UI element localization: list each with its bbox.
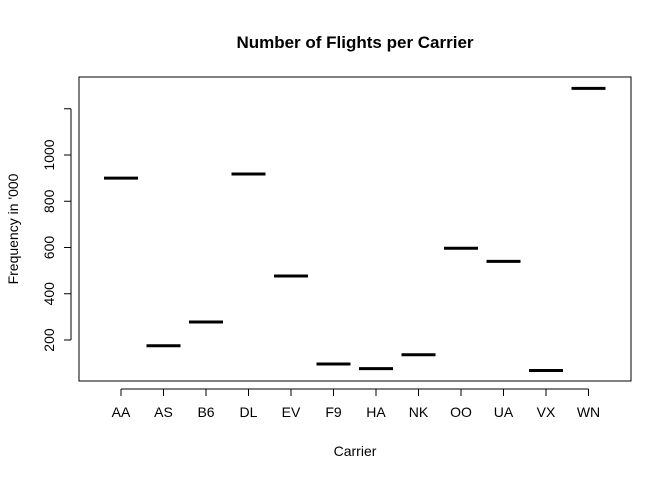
y-tick-label: 800 (41, 189, 57, 213)
x-axis-label: Carrier (334, 443, 377, 459)
x-tick-label-ha: HA (366, 404, 386, 420)
x-tick-label-f9: F9 (325, 404, 342, 420)
x-tick-label-b6: B6 (197, 404, 214, 420)
y-axis-label: Frequency in '000 (5, 173, 21, 284)
x-tick-label-vx: VX (537, 404, 556, 420)
x-tick-label-dl: DL (240, 404, 258, 420)
bar-marks (104, 86, 606, 373)
y-tick-label: 200 (41, 328, 57, 352)
y-tick-label: 400 (41, 282, 57, 306)
y-axis: 200 400 600 800 1000 (41, 108, 72, 352)
y-tick-label: 600 (41, 236, 57, 260)
x-tick-label-aa: AA (112, 404, 131, 420)
x-tick-label-ev: EV (282, 404, 301, 420)
y-tick-label: 1000 (41, 139, 57, 170)
x-tick-label-oo: OO (450, 404, 472, 420)
x-axis: AA AS B6 DL EV F9 HA NK OO UA VX WN (112, 388, 600, 420)
chart-title: Number of Flights per Carrier (236, 33, 473, 52)
x-tick-label-as: AS (154, 404, 173, 420)
x-tick-label-ua: UA (494, 404, 514, 420)
x-tick-label-nk: NK (409, 404, 429, 420)
plot-frame (78, 76, 632, 382)
x-tick-label-wn: WN (577, 404, 600, 420)
